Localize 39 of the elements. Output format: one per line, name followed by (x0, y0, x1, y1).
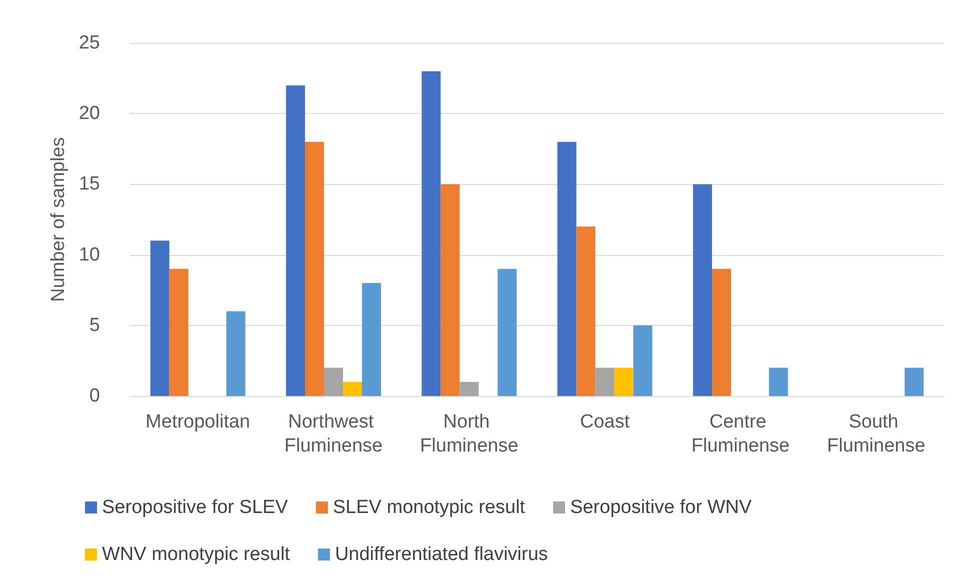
bar (362, 283, 381, 396)
legend-label: Seropositive for WNV (570, 497, 752, 518)
bar (498, 268, 517, 396)
bar (693, 184, 712, 396)
x-tick-label: Metropolitan (146, 412, 250, 432)
bar (633, 325, 652, 396)
bar (422, 71, 441, 396)
bar (342, 382, 362, 396)
x-tick-label: Coast (580, 412, 630, 432)
legend-label: SLEV monotypic result (332, 497, 526, 518)
y-tick-label: 20 (78, 103, 100, 124)
bar (305, 142, 324, 396)
y-tick-label: 15 (78, 174, 100, 195)
x-tick-label: South Fluminense (827, 412, 926, 456)
x-tick-label: Northwest Fluminense (284, 412, 383, 456)
legend-label: Undifferentiated flavivirus (334, 544, 548, 565)
bar (286, 85, 306, 396)
legend-label: WNV monotypic result (102, 544, 291, 565)
bar (904, 368, 924, 396)
bar (440, 184, 460, 396)
bar (324, 368, 343, 396)
bar (226, 311, 246, 396)
y-axis-title: Number of samples (48, 137, 69, 302)
y-tick-label: 10 (78, 244, 100, 266)
legend-label: Seropositive for SLEV (102, 497, 288, 518)
x-tick-label: North Fluminense (420, 412, 518, 456)
x-tick-label: Centre Fluminense (691, 412, 790, 456)
bar (169, 268, 188, 396)
y-tick-label: 25 (78, 32, 100, 54)
bar (712, 268, 732, 396)
bar (576, 226, 596, 396)
bar (595, 368, 614, 396)
bar (150, 240, 170, 396)
bar (768, 368, 788, 396)
y-tick-label: 0 (89, 386, 100, 406)
bar (557, 142, 576, 396)
y-tick-label: 5 (89, 314, 100, 336)
bar (614, 368, 634, 396)
bar (460, 382, 479, 396)
